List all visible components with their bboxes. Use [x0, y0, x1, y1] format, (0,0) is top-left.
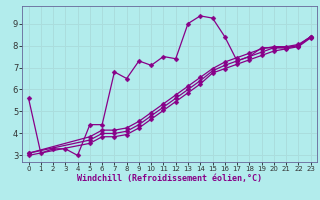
X-axis label: Windchill (Refroidissement éolien,°C): Windchill (Refroidissement éolien,°C) [77, 174, 262, 183]
